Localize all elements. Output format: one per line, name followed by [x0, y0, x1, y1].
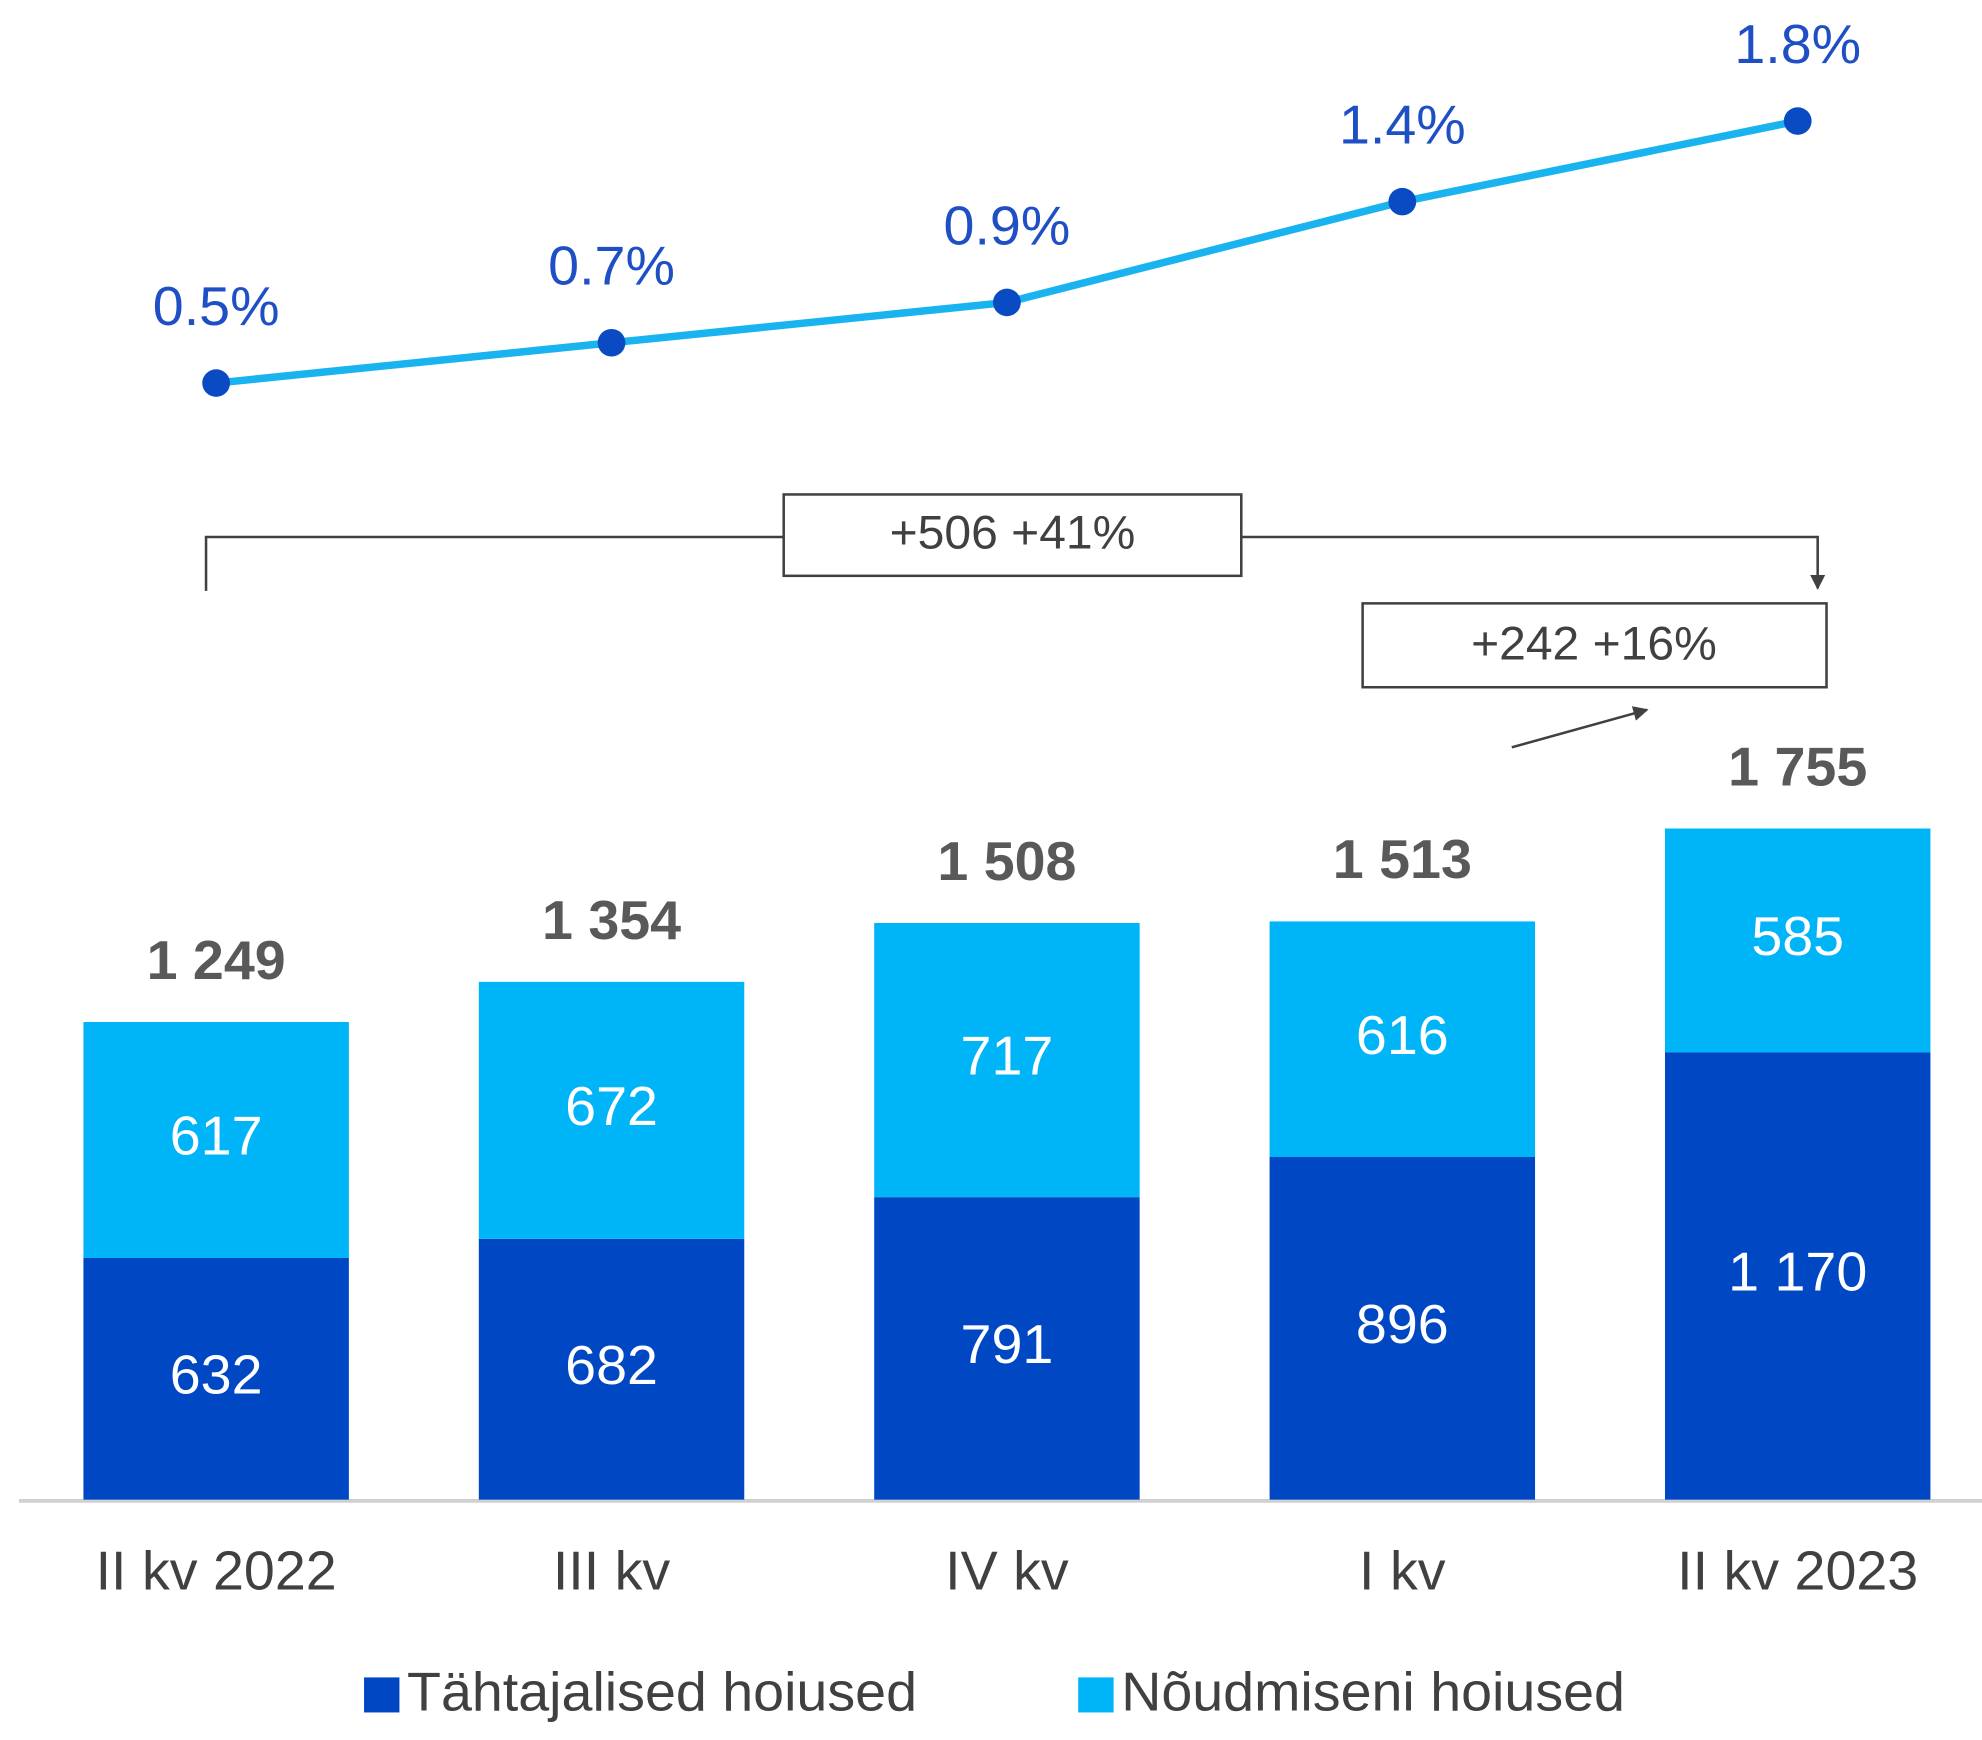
segment-label: 1 170 — [1728, 1241, 1867, 1303]
line-label: 1.4% — [1339, 94, 1466, 156]
total-label: 1 513 — [1333, 828, 1472, 890]
x-tick-label: III kv — [553, 1540, 671, 1602]
line-marker — [597, 328, 626, 357]
segment-label: 585 — [1751, 905, 1844, 967]
bar-segment — [1664, 1052, 1931, 1500]
line-label: 1.8% — [1734, 13, 1861, 75]
bar-segment — [874, 922, 1140, 1198]
arrow — [1511, 706, 1649, 749]
bar-segment — [874, 1197, 1140, 1500]
x-tick-label: I kv — [1359, 1540, 1446, 1602]
bar-segment — [83, 1022, 349, 1258]
bar-segment — [478, 981, 745, 1239]
segment-label: 616 — [1356, 1004, 1449, 1066]
line-marker — [202, 369, 231, 397]
x-tick-label: II kv 2022 — [96, 1540, 337, 1602]
bar-segment — [478, 1238, 745, 1500]
annotation-box — [1361, 602, 1828, 689]
line-label: 0.5% — [153, 275, 280, 337]
total-label: 1 755 — [1728, 736, 1867, 798]
legend-swatch — [364, 1677, 400, 1713]
x-tick-label: II kv 2023 — [1677, 1540, 1918, 1602]
segment-label: 617 — [170, 1105, 263, 1167]
bracket — [204, 535, 784, 591]
bar-segment — [1664, 828, 1931, 1053]
legend-label: Nõudmiseni hoiused — [1121, 1661, 1625, 1723]
annotation: +506 +41% — [890, 507, 1136, 560]
legend-label: Tähtajalised hoiused — [407, 1661, 917, 1723]
total-label: 1 249 — [147, 929, 286, 991]
line-label: 0.7% — [548, 235, 675, 297]
segment-label: 672 — [565, 1075, 658, 1137]
total-label: 1 354 — [542, 889, 681, 951]
line-marker — [1783, 107, 1812, 135]
annotation-box — [782, 493, 1243, 578]
bar-segment — [1269, 921, 1536, 1158]
line-marker — [993, 288, 1021, 317]
segment-label: 632 — [170, 1344, 263, 1406]
segment-label: 791 — [961, 1313, 1054, 1375]
segment-label: 896 — [1356, 1293, 1449, 1355]
segment-label: 682 — [565, 1334, 658, 1396]
bar-segment — [83, 1257, 349, 1500]
total-label: 1 508 — [937, 830, 1076, 892]
line-label: 0.9% — [944, 195, 1071, 257]
x-tick-label: IV kv — [945, 1540, 1069, 1602]
annotation: +242 +16% — [1471, 618, 1717, 671]
bracket-arrow — [1241, 535, 1826, 590]
line-marker — [1388, 187, 1417, 216]
segment-label: 717 — [961, 1025, 1054, 1087]
legend-swatch — [1078, 1677, 1114, 1713]
bar-segment — [1269, 1157, 1536, 1500]
